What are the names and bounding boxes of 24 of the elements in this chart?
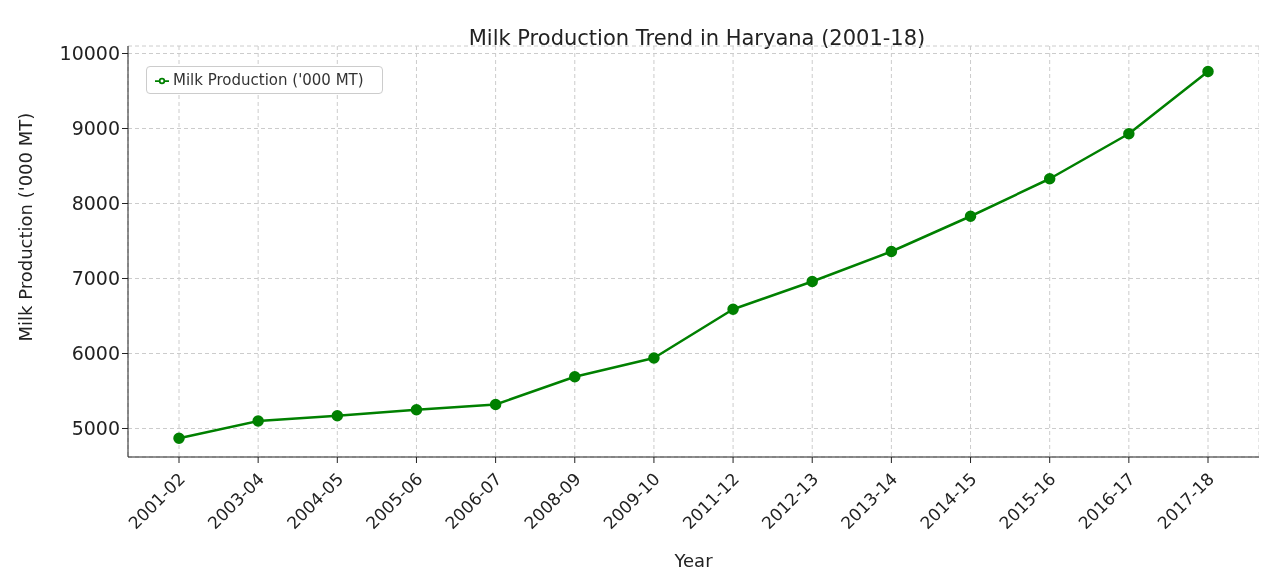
y-tick-label: 10000 xyxy=(59,42,120,65)
chart-title: Milk Production Trend in Haryana (2001-18) xyxy=(467,26,927,50)
point xyxy=(173,432,185,444)
point xyxy=(252,415,264,427)
x-axis-title: Year xyxy=(673,550,714,571)
y-tick-label: 6000 xyxy=(71,342,120,365)
y-tick-label: 9000 xyxy=(71,117,120,140)
point xyxy=(1202,65,1214,78)
point xyxy=(648,352,660,364)
point xyxy=(1123,128,1135,140)
point xyxy=(1043,173,1056,185)
point xyxy=(569,371,581,383)
point xyxy=(489,398,502,411)
legend-label: Milk Production ('000 MT) xyxy=(173,71,364,89)
y-tick-label: 7000 xyxy=(71,267,120,290)
y-tick-label: 5000 xyxy=(71,417,120,440)
y-tick-label: 8000 xyxy=(71,192,120,215)
point xyxy=(964,210,977,222)
point xyxy=(410,404,423,416)
y-axis-title: Milk Production ('000 MT) xyxy=(15,112,37,342)
point xyxy=(331,410,344,422)
point xyxy=(806,275,818,288)
point xyxy=(727,303,739,315)
point xyxy=(885,245,898,258)
